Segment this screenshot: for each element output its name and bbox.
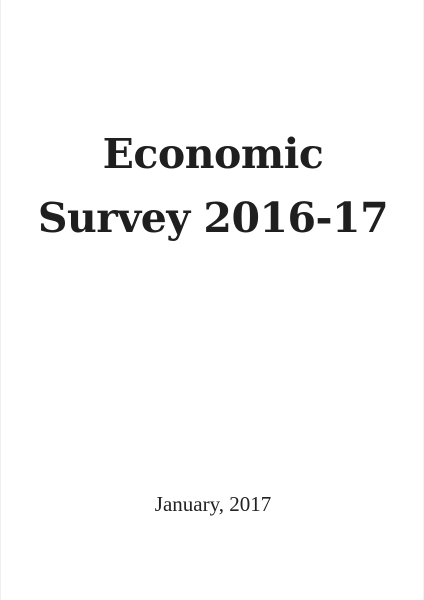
title-line-1: Economic [1, 122, 424, 186]
title-line-2: Survey 2016-17 [1, 186, 424, 250]
publication-date: January, 2017 [1, 492, 424, 516]
document-title: Economic Survey 2016-17 [1, 122, 424, 250]
